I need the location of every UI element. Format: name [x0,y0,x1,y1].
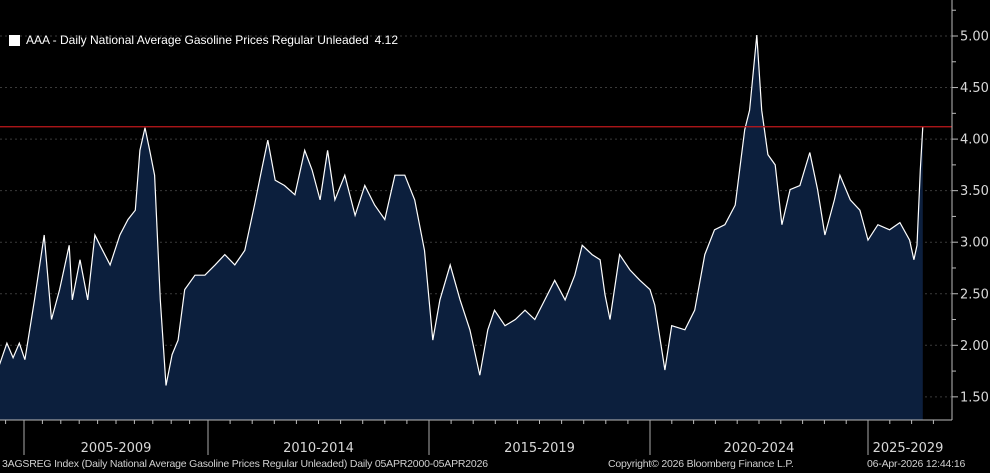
x-period-label: 2005-2009 [81,441,152,456]
y-tick-label: 3.00 [960,236,989,251]
y-tick-label: 5.00 [960,30,989,45]
legend-label: AAA - Daily National Average Gasoline Pr… [26,33,369,47]
footer-security: 3AGSREG Index (Daily National Average Ga… [2,458,488,470]
x-axis: 2005-2009 2010-2014 2015-2019 2020-2024 2025… [0,419,952,456]
y-tick-label: 4.00 [960,133,989,148]
x-period-label: 2025-2029 [873,441,944,456]
footer-timestamp: 06-Apr-2026 12:44:16 [867,458,966,470]
y-tick-label: 2.50 [960,287,989,302]
x-period-label: 2010-2014 [283,441,354,456]
price-line [0,34,924,386]
y-tick-label: 4.50 [960,81,989,96]
y-tick-label: 1.50 [960,390,989,405]
y-tick-label: 3.50 [960,184,989,199]
legend-last-value: 4.12 [374,33,398,47]
x-period-label: 2020-2024 [724,441,795,456]
price-area-fill [0,35,923,420]
legend-swatch [9,34,20,46]
y-axis: 1.50 2.00 2.50 3.00 3.50 4.00 4.50 5.00 [951,0,989,420]
footer-copyright: Copyright© 2026 Bloomberg Finance L.P. [608,458,794,470]
legend: AAA - Daily National Average Gasoline Pr… [9,33,398,47]
x-period-label: 2015-2019 [504,441,575,456]
y-tick-label: 2.00 [960,339,989,354]
